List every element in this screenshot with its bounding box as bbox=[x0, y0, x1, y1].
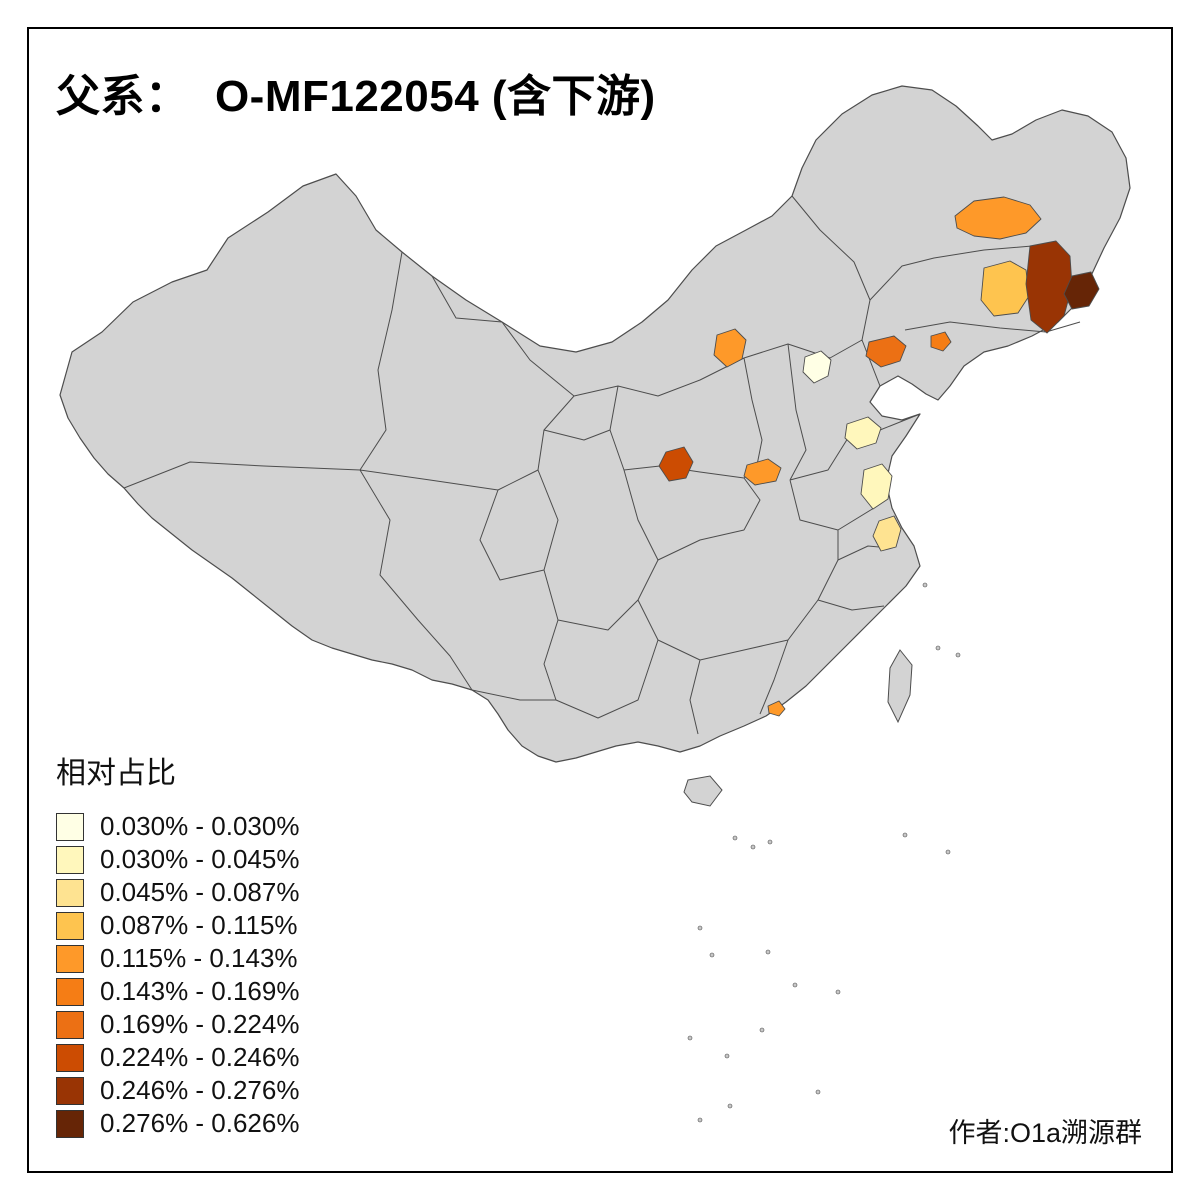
legend-swatch bbox=[56, 845, 84, 874]
legend-swatch bbox=[56, 911, 84, 940]
region-shaanxi-dark-patch bbox=[658, 446, 694, 482]
legend-label: 0.224% - 0.246% bbox=[100, 1042, 300, 1072]
legend-label: 0.246% - 0.276% bbox=[100, 1075, 300, 1105]
highlighted-regions bbox=[658, 196, 1100, 717]
region-northeast-center-light bbox=[980, 260, 1030, 317]
region-northeast-north-blob bbox=[954, 196, 1042, 240]
region-jiangsu-north-patch bbox=[860, 463, 893, 510]
legend-label: 0.115% - 0.143% bbox=[100, 943, 298, 973]
legend-item: 0.246% - 0.276% bbox=[56, 1074, 299, 1107]
legend-item: 0.045% - 0.087% bbox=[56, 876, 299, 909]
legend-label: 0.276% - 0.626% bbox=[100, 1108, 300, 1138]
legend-swatch bbox=[56, 944, 84, 973]
legend-item: 0.276% - 0.626% bbox=[56, 1107, 299, 1140]
legend-item: 0.169% - 0.224% bbox=[56, 1008, 299, 1041]
province-borders bbox=[123, 195, 1081, 735]
legend-swatch bbox=[56, 878, 84, 907]
legend-swatch bbox=[56, 1043, 84, 1072]
legend-item: 0.030% - 0.045% bbox=[56, 843, 299, 876]
region-liaoning-west-patch bbox=[865, 335, 907, 368]
legend: 相对占比 0.030% - 0.030% 0.030% - 0.045% 0.0… bbox=[56, 748, 299, 1140]
legend-swatch bbox=[56, 977, 84, 1006]
legend-item: 0.087% - 0.115% bbox=[56, 909, 299, 942]
page-title: 父系： O-MF122054 (含下游) bbox=[56, 72, 656, 121]
legend-item: 0.115% - 0.143% bbox=[56, 942, 299, 975]
legend-swatch bbox=[56, 1109, 84, 1138]
legend-label: 0.030% - 0.030% bbox=[100, 811, 300, 841]
legend-item: 0.143% - 0.169% bbox=[56, 975, 299, 1008]
region-guangdong-dot bbox=[767, 700, 786, 717]
legend-label: 0.045% - 0.087% bbox=[100, 877, 300, 907]
hainan-island bbox=[683, 775, 723, 807]
legend-item: 0.030% - 0.030% bbox=[56, 810, 299, 843]
legend-swatch bbox=[56, 1076, 84, 1105]
legend-swatch bbox=[56, 812, 84, 841]
region-north-hebei-patch bbox=[713, 328, 747, 368]
region-jiangsu-south-patch bbox=[872, 515, 902, 552]
china-landmass bbox=[59, 85, 1131, 763]
region-liaoning-small-patch bbox=[930, 331, 952, 352]
region-northeast-far-east-darkest bbox=[1063, 271, 1100, 310]
author-credit: 作者:O1a溯源群 bbox=[948, 1118, 1142, 1148]
region-henan-orange-patch bbox=[743, 458, 782, 486]
islands bbox=[683, 649, 913, 807]
region-shandong-pale-patch bbox=[844, 416, 882, 450]
legend-swatch bbox=[56, 1010, 84, 1039]
legend-label: 0.087% - 0.115% bbox=[100, 910, 298, 940]
legend-item: 0.224% - 0.246% bbox=[56, 1041, 299, 1074]
region-northeast-east-dark bbox=[1025, 240, 1073, 334]
small-islands-dashes bbox=[687, 582, 961, 1123]
region-beijing-pale-patch bbox=[802, 350, 832, 384]
legend-label: 0.030% - 0.045% bbox=[100, 844, 300, 874]
legend-label: 0.143% - 0.169% bbox=[100, 976, 300, 1006]
legend-title: 相对占比 bbox=[56, 757, 176, 790]
taiwan-island bbox=[887, 649, 913, 724]
legend-label: 0.169% - 0.224% bbox=[100, 1009, 300, 1039]
